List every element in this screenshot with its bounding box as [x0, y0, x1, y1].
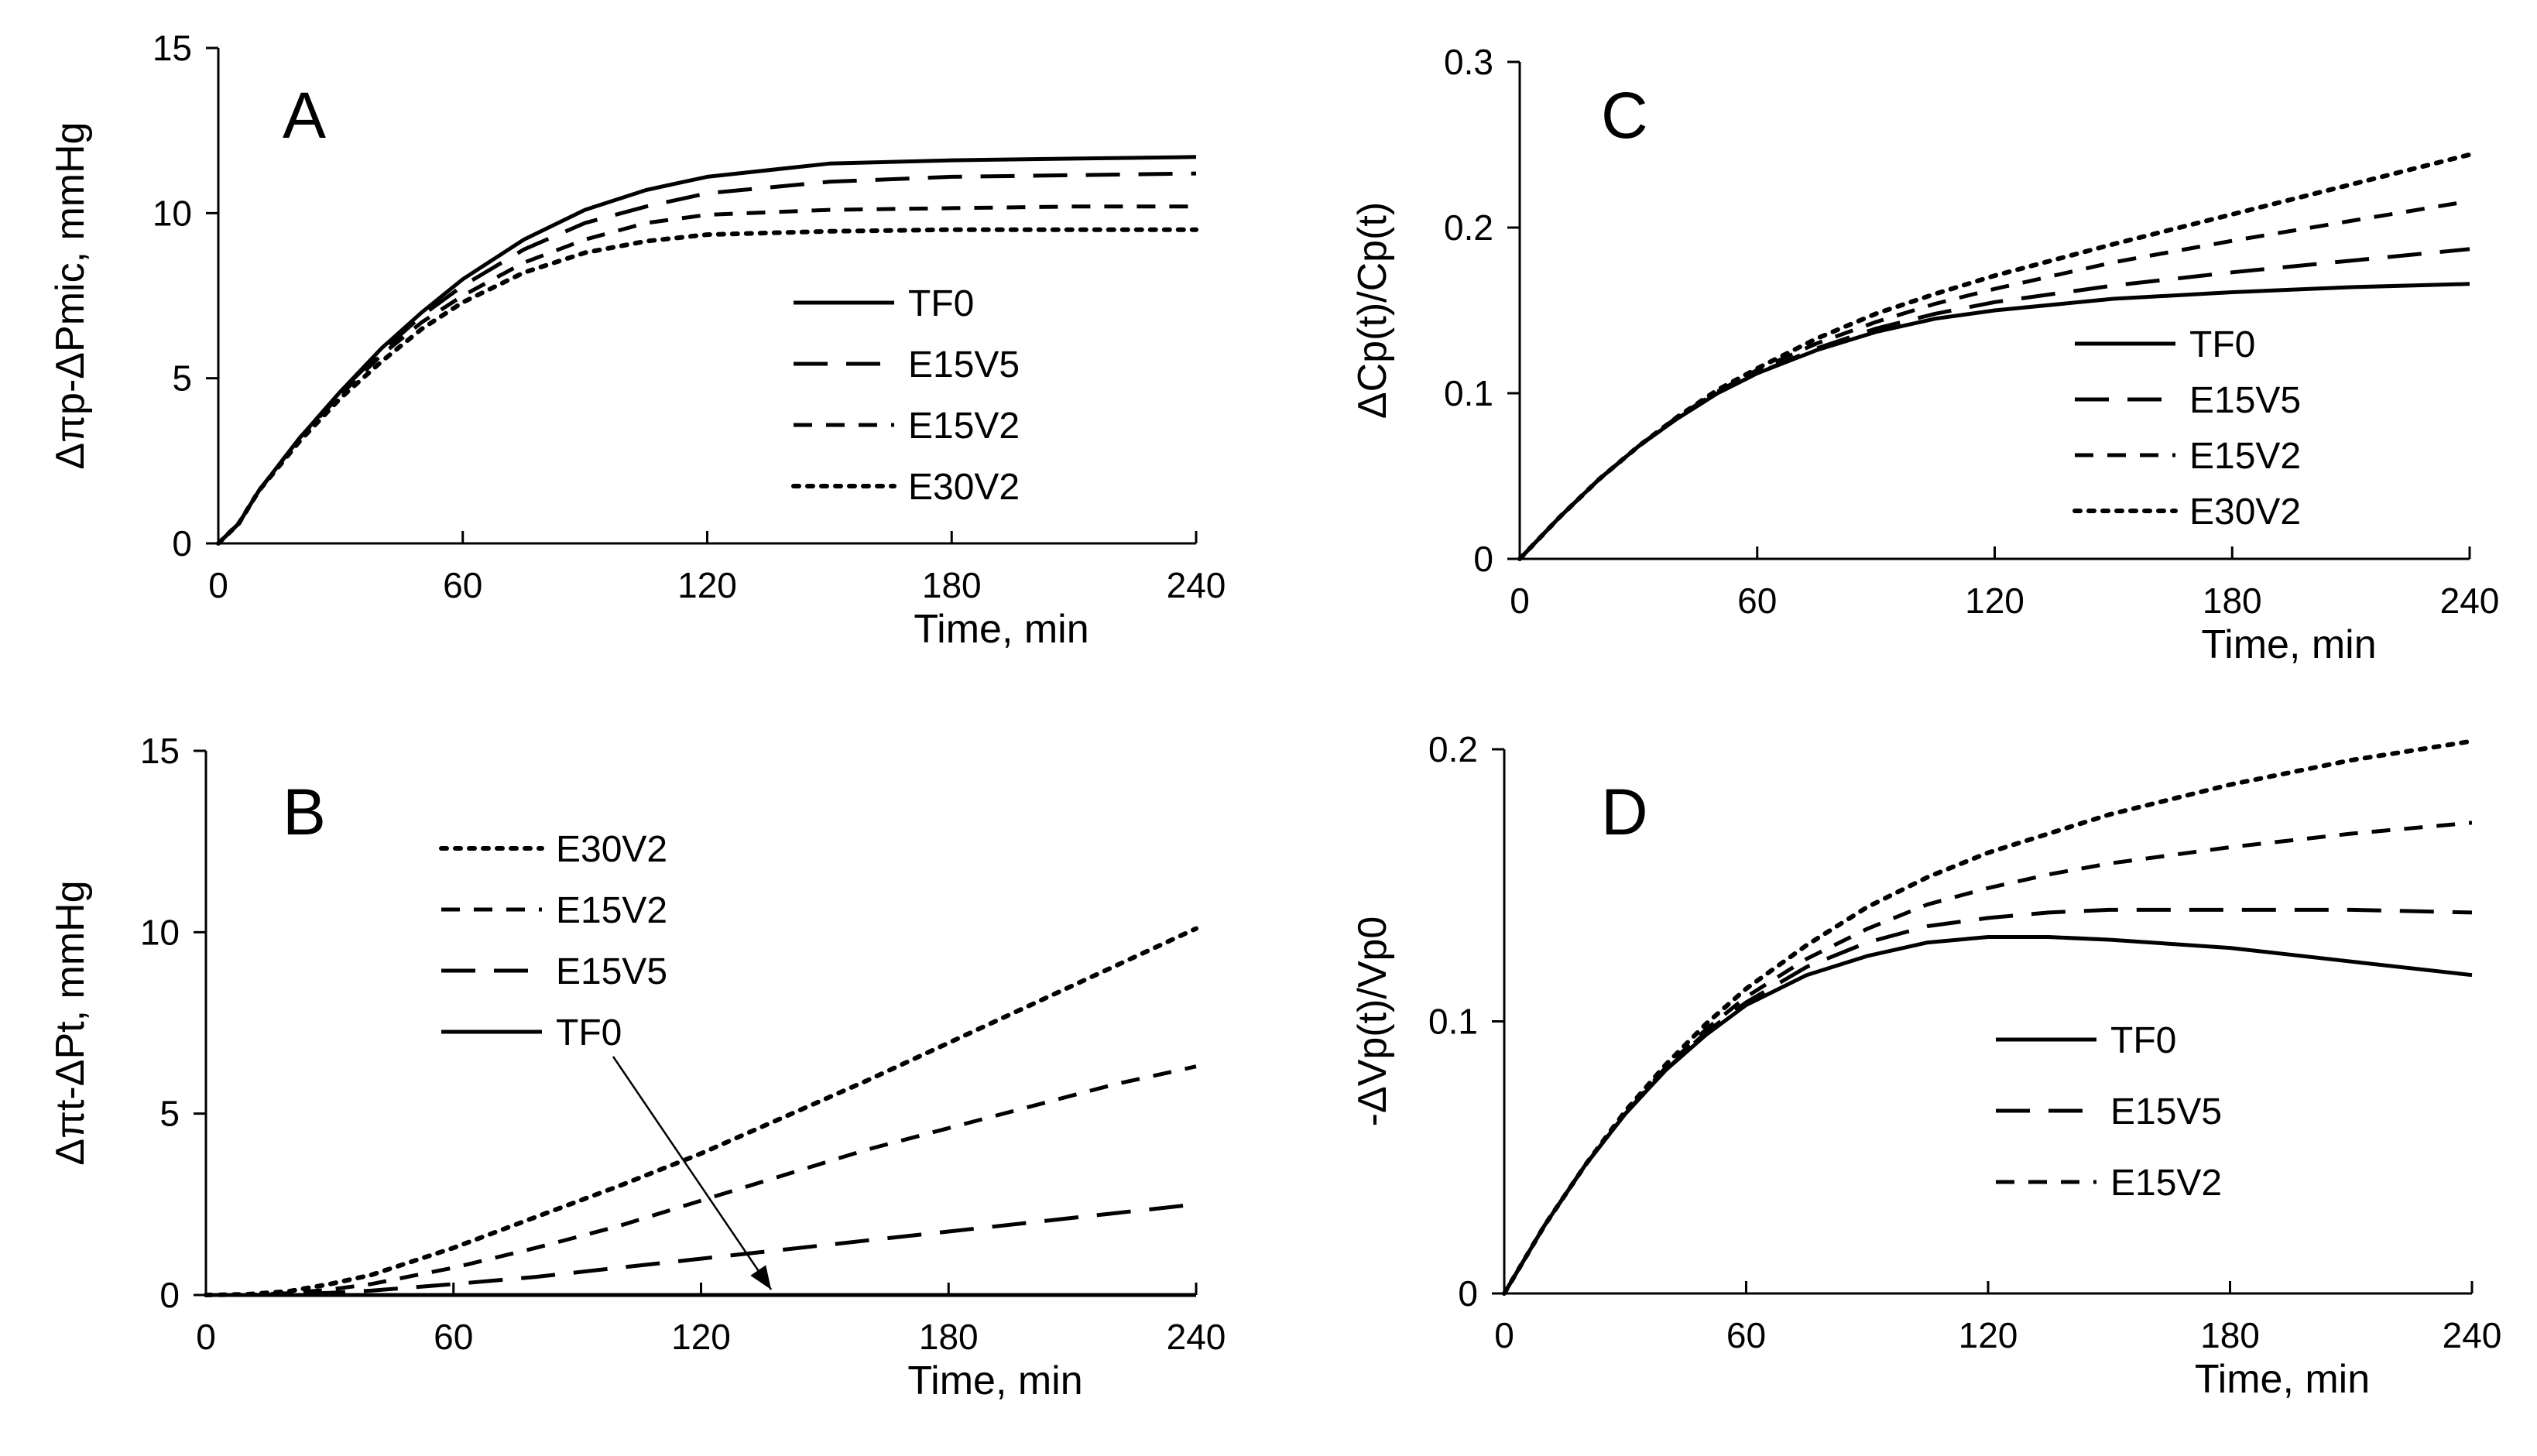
y-tick-label: 0.1: [1444, 373, 1493, 413]
legend-label: E30V2: [556, 829, 667, 870]
y-tick-label: 0: [1473, 539, 1493, 579]
y-tick-label: 10: [140, 912, 180, 952]
x-tick-label: 120: [1965, 581, 2024, 621]
x-tick-label: 180: [2200, 1315, 2260, 1355]
legend-label: E15V2: [2110, 1163, 2222, 1204]
x-tick-label: 0: [196, 1317, 216, 1357]
x-tick-label: 240: [1167, 1317, 1226, 1357]
series-line-e15v5: [217, 171, 1197, 545]
legend-label: E30V2: [2189, 492, 2301, 533]
annotation-arrow-line: [612, 1056, 773, 1290]
panel-b-label: B: [283, 776, 326, 848]
series-line-e15v2: [1518, 199, 2470, 560]
legend-label: E15V2: [556, 890, 667, 931]
panel-c-chart: 0 0.1 0.2 0.3 0 60 120 180 240 Time, min ΔCp(t)/Cp…: [1350, 42, 2499, 667]
series-line-e15v5: [1518, 247, 2470, 560]
y-tick-label: 0.2: [1428, 729, 1478, 769]
series-line-e30v2: [204, 926, 1198, 1297]
series-line-e15v2: [1502, 820, 2473, 1295]
x-tick-label: 60: [434, 1317, 473, 1357]
x-tick-label: 0: [208, 565, 228, 605]
y-tick-label: 5: [159, 1094, 180, 1134]
annotation-arrow-head: [750, 1265, 772, 1290]
x-tick-label: 120: [677, 565, 737, 605]
x-tick-label: 120: [1959, 1315, 2018, 1355]
legend-label: E15V2: [908, 406, 1020, 447]
y-axis-title: Δπt-ΔPt, mmHg: [48, 880, 93, 1165]
x-tick-label: 0: [1494, 1315, 1514, 1355]
legend-label: E30V2: [908, 467, 1020, 508]
series-line-e15v5: [206, 1202, 1197, 1297]
x-tick-label: 240: [1167, 565, 1226, 605]
panel-c-label: C: [1601, 79, 1648, 152]
y-tick-label: 0: [172, 523, 192, 564]
series-line-e15v2: [206, 1064, 1197, 1297]
y-tick-label: 0.2: [1444, 207, 1493, 248]
series-line-dot: [1502, 738, 2474, 1296]
series-line-e30v2: [216, 227, 1198, 546]
legend-label: E15V5: [2110, 1091, 2222, 1132]
panel-d-chart: 0 0.1 0.2 0 60 120 180 240 Time, min -ΔVp(t)/Vp0 D…: [1350, 729, 2501, 1402]
x-tick-label: 120: [671, 1317, 731, 1357]
x-tick-label: 180: [2203, 581, 2262, 621]
panel-a-label: A: [283, 79, 326, 152]
panel-b-chart: 0 5 10 15 0 60 120 180 240 Time, min Δπt-ΔPt, mmHg…: [48, 731, 1226, 1403]
legend-label: TF0: [2110, 1020, 2176, 1061]
series-line-e15v5: [1502, 907, 2473, 1295]
panel-d-label: D: [1601, 776, 1648, 848]
legend-label: E15V2: [2189, 436, 2301, 477]
legend-label: TF0: [556, 1012, 622, 1053]
legend-label: TF0: [908, 283, 974, 324]
y-tick-label: 5: [172, 358, 192, 399]
legend-label: E15V5: [908, 344, 1020, 385]
x-tick-label: 240: [2443, 1315, 2502, 1355]
y-tick-label: 15: [140, 731, 180, 771]
y-tick-label: 0: [159, 1275, 180, 1315]
x-axis-title: Time, min: [2195, 1357, 2370, 1402]
series-line-tf0: [1502, 935, 2473, 1295]
y-axis-title: -ΔVp(t)/Vp0: [1350, 916, 1395, 1127]
series-line-tf0: [217, 155, 1197, 545]
y-tick-label: 15: [153, 28, 192, 68]
y-tick-label: 10: [153, 193, 192, 233]
legend-label: E15V5: [2189, 380, 2301, 421]
legend-label: E15V5: [556, 951, 667, 992]
y-tick-label: 0.3: [1444, 42, 1493, 82]
x-tick-label: 60: [1726, 1315, 1766, 1355]
y-tick-label: 0.1: [1428, 1002, 1478, 1042]
y-axis-title: ΔCp(t)/Cp(t): [1350, 202, 1395, 419]
legend-label: TF0: [2189, 324, 2255, 365]
x-tick-label: 0: [1510, 581, 1530, 621]
x-axis-title: Time, min: [914, 607, 1089, 652]
x-tick-label: 180: [919, 1317, 979, 1357]
x-axis-title: Time, min: [2201, 622, 2376, 667]
x-axis-title: Time, min: [907, 1358, 1082, 1403]
x-tick-label: 180: [922, 565, 982, 605]
y-axis-title: Δπp-ΔPmic, mmHg: [48, 122, 93, 469]
x-tick-label: 240: [2440, 581, 2500, 621]
y-tick-label: 0: [1458, 1273, 1478, 1314]
series-line-e30v2: [1517, 152, 2472, 561]
x-tick-label: 60: [443, 565, 482, 605]
series-line-tf0: [1518, 282, 2470, 560]
x-tick-label: 60: [1737, 581, 1777, 621]
panel-a-chart: 0 5 10 15 0 60 120 180 240 Time, min Δπp-ΔPmic, mm…: [48, 28, 1226, 652]
